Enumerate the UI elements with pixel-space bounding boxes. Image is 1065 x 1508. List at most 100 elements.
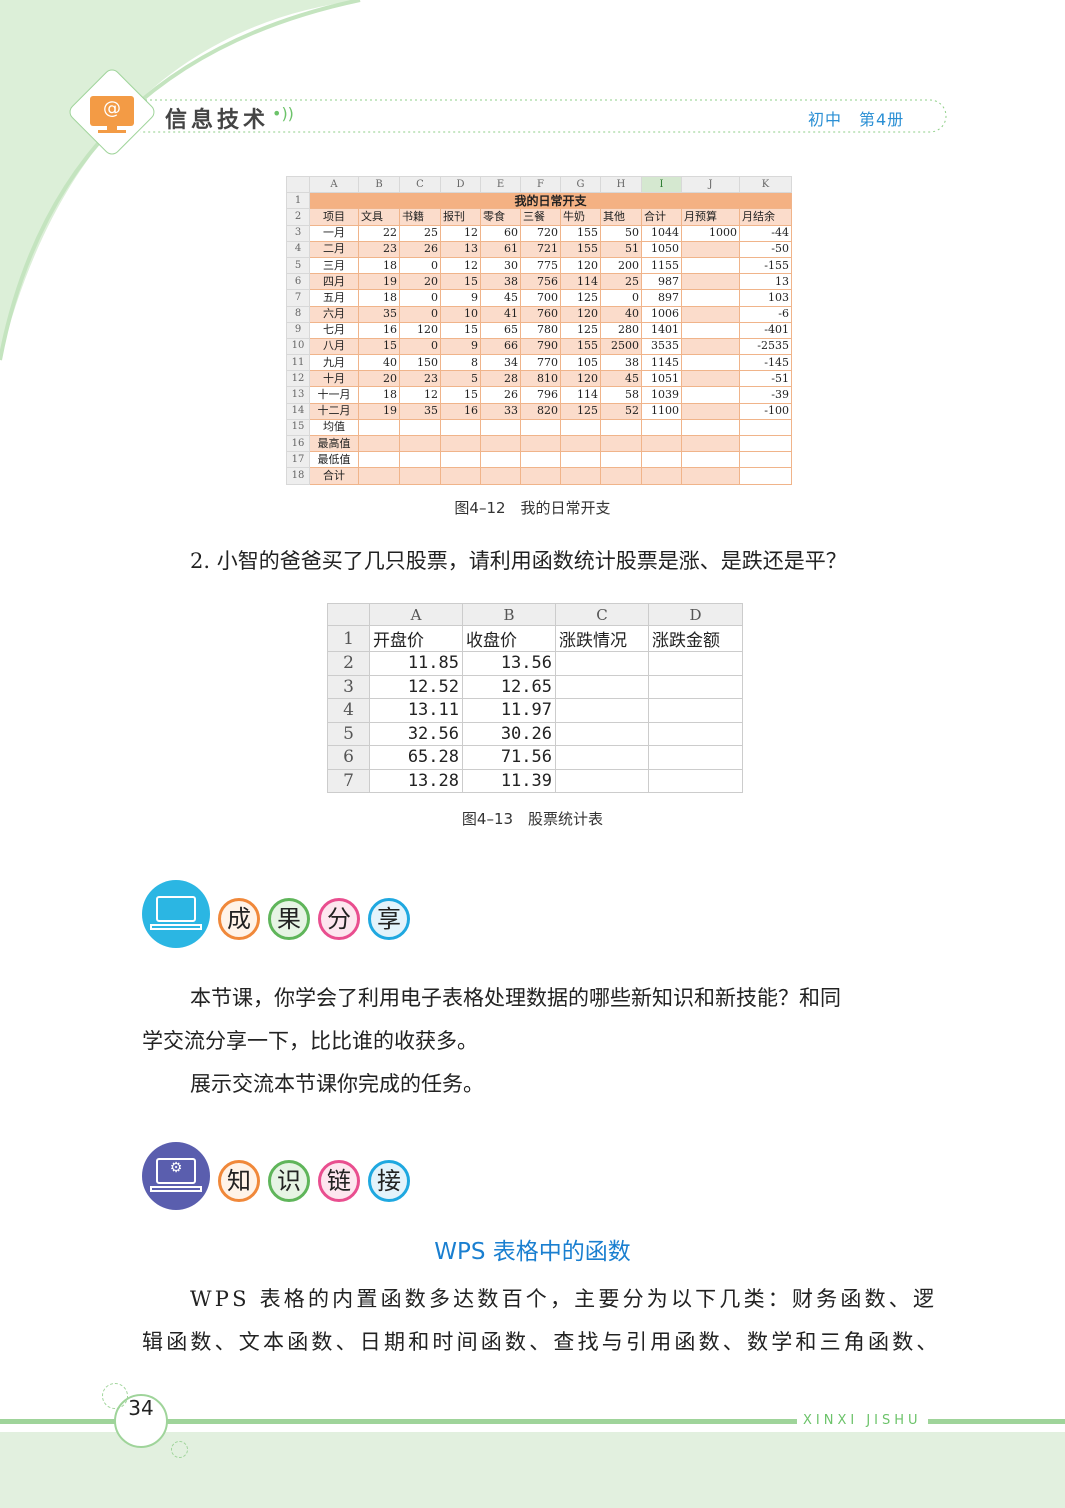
cell[interactable]: 155 xyxy=(560,224,601,242)
cell[interactable]: 12.65 xyxy=(462,674,556,699)
column-header[interactable]: K xyxy=(739,175,792,194)
cell[interactable]: 756 xyxy=(520,273,561,291)
row-number[interactable]: 8 xyxy=(286,305,310,323)
cell[interactable]: 十月 xyxy=(309,370,359,388)
cell[interactable]: 12 xyxy=(399,386,441,404)
header-cell[interactable]: 月结余 xyxy=(739,208,792,226)
cell[interactable]: 721 xyxy=(520,240,561,258)
header-cell[interactable]: 书籍 xyxy=(399,208,441,226)
cell[interactable]: 9 xyxy=(440,289,481,307)
cell[interactable] xyxy=(641,434,682,453)
row-number[interactable]: 17 xyxy=(286,451,310,469)
cell[interactable]: 18 xyxy=(358,386,400,404)
column-header[interactable]: G xyxy=(560,175,601,194)
row-number[interactable]: 5 xyxy=(286,256,310,275)
cell[interactable]: 1006 xyxy=(641,305,682,323)
row-number[interactable]: 12 xyxy=(286,370,310,388)
cell[interactable]: 18 xyxy=(358,289,400,307)
cell[interactable] xyxy=(681,402,740,420)
cell[interactable]: -2535 xyxy=(739,337,792,356)
cell[interactable]: 1051 xyxy=(641,370,682,388)
cell[interactable]: 一月 xyxy=(309,224,359,242)
cell[interactable] xyxy=(739,434,792,453)
cell[interactable]: 105 xyxy=(560,354,601,372)
cell[interactable]: 720 xyxy=(520,224,561,242)
cell[interactable]: 19 xyxy=(358,273,400,291)
cell[interactable] xyxy=(358,418,400,437)
cell[interactable]: -51 xyxy=(739,370,792,388)
header-cell[interactable]: 涨跌金额 xyxy=(648,625,743,652)
cell[interactable]: 60 xyxy=(480,224,521,242)
cell[interactable]: 0 xyxy=(399,256,441,275)
cell[interactable] xyxy=(520,451,561,469)
header-cell[interactable]: 合计 xyxy=(641,208,682,226)
cell[interactable] xyxy=(560,434,601,453)
cell[interactable]: 12 xyxy=(440,256,481,275)
cell[interactable]: 15 xyxy=(440,386,481,404)
cell[interactable] xyxy=(681,240,740,258)
cell[interactable] xyxy=(681,370,740,388)
cell[interactable] xyxy=(358,434,400,453)
cell[interactable]: 二月 xyxy=(309,240,359,258)
column-header[interactable]: B xyxy=(358,175,400,194)
cell[interactable]: 最低值 xyxy=(309,451,359,469)
cell[interactable] xyxy=(399,451,441,469)
cell[interactable]: 38 xyxy=(600,354,642,372)
cell[interactable]: 58 xyxy=(600,386,642,404)
header-cell[interactable]: 零食 xyxy=(480,208,521,226)
cell[interactable]: 103 xyxy=(739,289,792,307)
row-number[interactable]: 4 xyxy=(286,240,310,258)
cell[interactable] xyxy=(648,721,743,746)
cell[interactable]: 六月 xyxy=(309,305,359,323)
cell[interactable] xyxy=(555,768,649,793)
cell[interactable] xyxy=(440,451,481,469)
cell[interactable]: 1000 xyxy=(681,224,740,242)
header-cell[interactable]: 项目 xyxy=(309,208,359,226)
cell[interactable] xyxy=(681,386,740,404)
cell[interactable]: 16 xyxy=(358,321,400,339)
cell[interactable]: 45 xyxy=(480,289,521,307)
row-number[interactable]: 15 xyxy=(286,418,310,437)
cell[interactable]: 125 xyxy=(560,321,601,339)
cell[interactable]: 810 xyxy=(520,370,561,388)
cell[interactable]: 700 xyxy=(520,289,561,307)
row-number[interactable]: 11 xyxy=(286,354,310,372)
cell[interactable]: 13.28 xyxy=(369,768,463,793)
cell[interactable] xyxy=(648,745,743,770)
cell[interactable] xyxy=(681,451,740,469)
cell[interactable]: 12.52 xyxy=(369,674,463,699)
cell[interactable] xyxy=(480,434,521,453)
cell[interactable]: 八月 xyxy=(309,337,359,356)
column-header[interactable]: C xyxy=(399,175,441,194)
header-cell[interactable]: 月预算 xyxy=(681,208,740,226)
row-number[interactable]: 10 xyxy=(286,337,310,356)
cell[interactable]: 26 xyxy=(480,386,521,404)
column-header[interactable]: A xyxy=(369,603,463,626)
cell[interactable]: 760 xyxy=(520,305,561,323)
cell[interactable]: 33 xyxy=(480,402,521,420)
row-number[interactable]: 6 xyxy=(327,745,370,770)
cell[interactable]: 16 xyxy=(440,402,481,420)
cell[interactable]: 13.56 xyxy=(462,651,556,676)
cell[interactable]: 13.11 xyxy=(369,698,463,723)
cell[interactable]: 65.28 xyxy=(369,745,463,770)
sheet-title[interactable]: 我的日常开支 xyxy=(309,192,792,210)
cell[interactable]: 30 xyxy=(480,256,521,275)
cell[interactable] xyxy=(648,651,743,676)
cell[interactable]: 11.97 xyxy=(462,698,556,723)
cell[interactable]: 114 xyxy=(560,273,601,291)
column-header[interactable]: I xyxy=(641,175,682,194)
cell[interactable] xyxy=(681,321,740,339)
row-number[interactable]: 1 xyxy=(327,625,370,652)
column-header[interactable]: E xyxy=(480,175,521,194)
cell[interactable]: 155 xyxy=(560,337,601,356)
row-number[interactable]: 16 xyxy=(286,434,310,453)
cell[interactable]: 41 xyxy=(480,305,521,323)
row-number[interactable]: 18 xyxy=(286,467,310,485)
cell[interactable]: 38 xyxy=(480,273,521,291)
cell[interactable]: 61 xyxy=(480,240,521,258)
cell[interactable]: 8 xyxy=(440,354,481,372)
column-header[interactable]: B xyxy=(462,603,556,626)
cell[interactable]: 40 xyxy=(600,305,642,323)
cell[interactable]: -100 xyxy=(739,402,792,420)
